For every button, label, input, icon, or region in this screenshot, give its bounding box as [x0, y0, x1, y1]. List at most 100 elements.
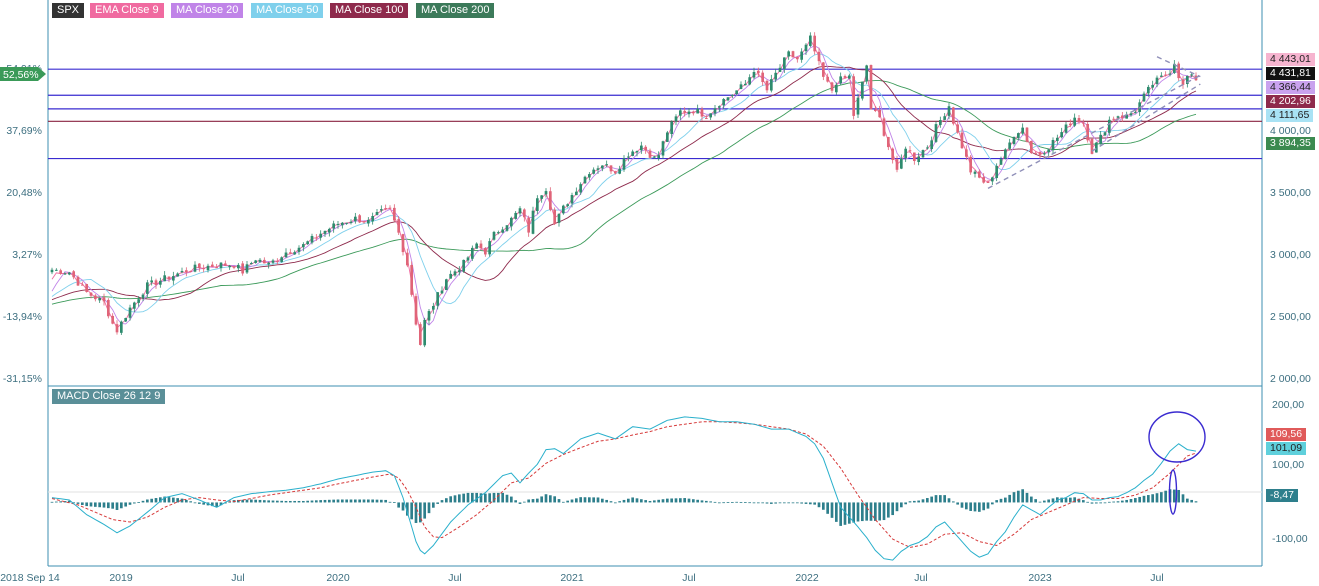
candle-body [1012, 136, 1016, 145]
macd-histogram-bar [600, 498, 604, 503]
macd-histogram-bar [466, 492, 470, 503]
candle-body [748, 77, 752, 85]
macd-histogram-bar [462, 493, 466, 503]
percent-tick: -31,15% [3, 373, 42, 385]
trend-lines [987, 56, 1201, 189]
macd-histogram-bar [501, 492, 505, 503]
macd-histogram-bar [700, 500, 704, 503]
candle-body [709, 113, 713, 118]
legend-symbol[interactable]: SPX [52, 3, 85, 18]
legend-ma100[interactable]: MA Close 100 [330, 3, 409, 18]
candle-body [1021, 127, 1025, 134]
candle-body [605, 164, 609, 166]
candle-body [1081, 122, 1085, 124]
macd-histogram [50, 489, 1198, 526]
macd-histogram-bar [869, 502, 873, 521]
macd-histogram-bar [288, 500, 292, 503]
candle-body [756, 70, 760, 74]
candle-body [548, 191, 552, 210]
macd-histogram-bar [964, 502, 968, 510]
candle-body [1116, 116, 1120, 118]
candle-body [882, 118, 886, 136]
macd-histogram-bar [340, 499, 344, 503]
macd-histogram-bar [873, 502, 877, 521]
percent-tick: 3,27% [12, 249, 42, 261]
candle-body [180, 270, 184, 273]
candle-body [1142, 93, 1146, 102]
macd-histogram-bar [475, 492, 479, 503]
macd-histogram-bar [375, 499, 379, 503]
macd-histogram-bar [63, 501, 67, 503]
macd-histogram-bar [1068, 497, 1072, 503]
candle-body [254, 260, 258, 263]
candle-body [206, 265, 210, 271]
macd-histogram-bar [89, 502, 93, 507]
candle-body [128, 307, 132, 318]
candle-body [622, 158, 626, 170]
candle-body [258, 259, 262, 262]
macd-histogram-bar [93, 502, 97, 507]
time-tick: 2019 [109, 572, 133, 584]
candle-body [583, 176, 587, 184]
macd-histogram-bar [574, 498, 578, 503]
candle-body [570, 195, 574, 204]
macd-histogram-bar [457, 494, 461, 503]
macd-histogram-bar [124, 502, 128, 507]
candle-body [852, 76, 856, 116]
macd-histogram-bar [1151, 494, 1155, 503]
macd-histogram-bar [1025, 492, 1029, 503]
candle-body [241, 263, 245, 274]
candle-body [1129, 113, 1133, 116]
macd-histogram-bar [1034, 499, 1038, 503]
price-tick: 2 500,00 [1270, 311, 1311, 323]
macd-histogram-bar [722, 502, 726, 504]
macd-histogram-bar [119, 502, 123, 509]
time-tick: 2023 [1028, 572, 1052, 584]
candle-body [345, 222, 349, 224]
macd-histogram-bar [800, 502, 804, 504]
macd-histogram-bar [943, 495, 947, 503]
macd-histogram-bar [249, 499, 253, 503]
candle-body [323, 230, 327, 234]
candle-body [167, 276, 171, 280]
legend-ma20[interactable]: MA Close 20 [171, 3, 244, 18]
macd-histogram-bar [973, 502, 977, 512]
macd-axis: 200,00 100,00 -100,00 [1272, 399, 1308, 545]
candle-body [1090, 139, 1094, 154]
candle-body [366, 219, 370, 224]
candle-body [518, 208, 522, 214]
macd-histogram-bar [479, 493, 483, 503]
moving-average-lines [51, 38, 1197, 335]
macd-histogram-bar [999, 498, 1003, 503]
candle-body [821, 62, 825, 77]
legend-ema9[interactable]: EMA Close 9 [90, 3, 164, 18]
macd-histogram-bar [774, 502, 778, 504]
candle-body [440, 290, 444, 294]
macd-histogram-bar [54, 501, 58, 503]
candle-body [613, 171, 617, 174]
candle-body [847, 75, 851, 79]
macd-histogram-bar [1120, 500, 1124, 503]
macd-histogram-bar [262, 500, 266, 503]
candle-body [245, 264, 249, 273]
candle-body [1077, 118, 1081, 122]
macd-histogram-bar [752, 502, 756, 504]
macd-histogram-bar [730, 502, 734, 503]
candle-body [956, 124, 960, 133]
candle-body [652, 156, 656, 158]
percent-tick: -13,94% [3, 311, 42, 323]
candle-body [791, 51, 795, 58]
candle-body [600, 165, 604, 169]
legend-ma50[interactable]: MA Close 50 [251, 3, 324, 18]
candle-body [306, 241, 310, 245]
macd-histogram-bar [951, 501, 955, 503]
legend-ma200[interactable]: MA Close 200 [416, 3, 495, 18]
macd-tick: 100,00 [1272, 459, 1304, 471]
candle-body [769, 79, 773, 91]
candle-body [834, 84, 838, 93]
legend-macd[interactable]: MACD Close 26 12 9 [52, 389, 166, 404]
macd-histogram-bar [349, 499, 353, 503]
candle-body [431, 306, 435, 310]
candle-body [938, 120, 942, 125]
